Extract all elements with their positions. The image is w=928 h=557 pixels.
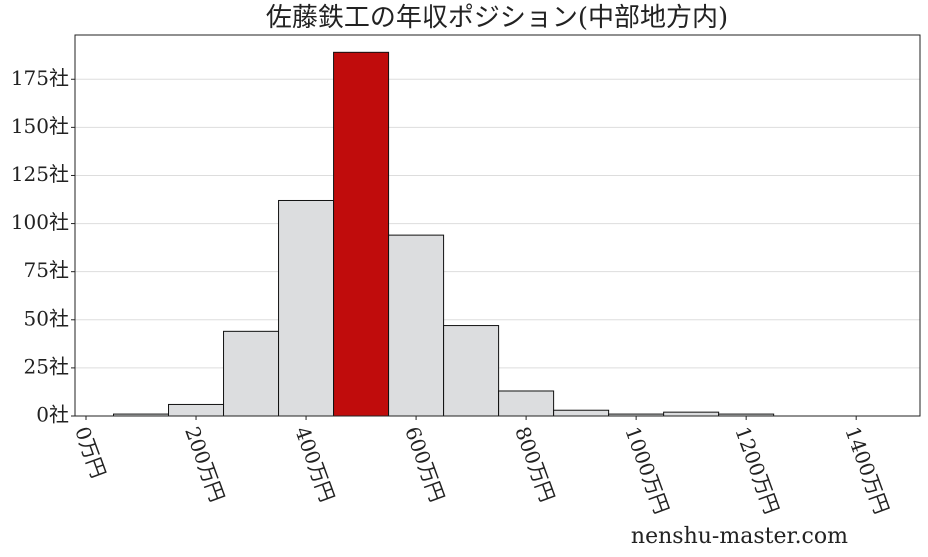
x-tick-label: 400万円 [290, 423, 339, 505]
bar [333, 51, 390, 417]
bar [388, 234, 445, 417]
y-tick-label: 75社 [24, 258, 69, 282]
y-tick-label: 25社 [24, 354, 69, 378]
bar [663, 411, 720, 417]
x-tick-label: 1200万円 [730, 423, 784, 517]
y-tick-label: 0社 [36, 403, 69, 427]
x-tick-label: 200万円 [180, 423, 229, 505]
bar [443, 325, 500, 417]
chart-title: 佐藤鉄工の年収ポジション(中部地方内) [266, 3, 728, 33]
watermark: nenshu-master.com [631, 524, 848, 549]
x-tick-label: 0万円 [70, 423, 111, 481]
plot-frame [74, 34, 921, 417]
x-tick-label: 1000万円 [620, 423, 674, 517]
y-tick-label: 100社 [11, 210, 69, 234]
x-tick-label: 800万円 [510, 423, 559, 505]
y-tick-label: 150社 [11, 114, 69, 138]
bar [498, 390, 555, 417]
y-tick-label: 175社 [11, 66, 69, 90]
bar [553, 409, 610, 417]
x-tick-label: 1400万円 [840, 423, 894, 517]
x-tick-label: 600万円 [400, 423, 449, 505]
bar [223, 330, 280, 417]
y-tick-label: 125社 [11, 162, 69, 186]
y-tick-label: 50社 [24, 306, 69, 330]
bar [278, 199, 335, 417]
bar [168, 403, 225, 417]
